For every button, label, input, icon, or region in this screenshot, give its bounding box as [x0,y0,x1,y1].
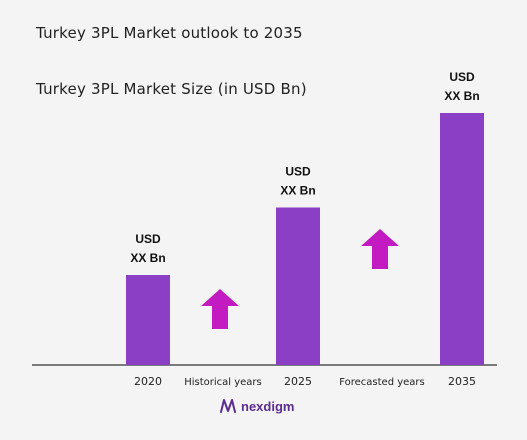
data-label-2020-2: XX Bn [130,251,165,265]
growth-arrow-icon-2 [361,229,399,269]
data-label-2035-1: USD [449,70,475,84]
bar-2035 [440,113,484,365]
data-label-2025-2: XX Bn [280,184,315,198]
data-label-2035-2: XX Bn [444,89,479,103]
data-label-2020-1: USD [135,232,161,246]
brand-name: nexdigm [241,398,295,414]
period-label-2: Forecasted years [339,377,425,388]
x-tick-label-2035: 2035 [448,375,476,388]
data-label-2025-1: USD [285,165,311,179]
growth-arrow-icon-1 [201,289,239,329]
bar-2025 [276,207,320,365]
brand-logo: nexdigm [219,398,294,414]
nexdigm-logo-icon [220,399,236,413]
x-tick-label-2020: 2020 [134,375,162,388]
x-tick-label-2025: 2025 [284,375,312,388]
chart-title: Turkey 3PL Market outlook to 2035 [36,24,303,42]
period-label-1: Historical years [184,377,262,388]
bar-2020 [126,275,170,365]
chart-subtitle: Turkey 3PL Market Size (in USD Bn) [36,80,307,98]
